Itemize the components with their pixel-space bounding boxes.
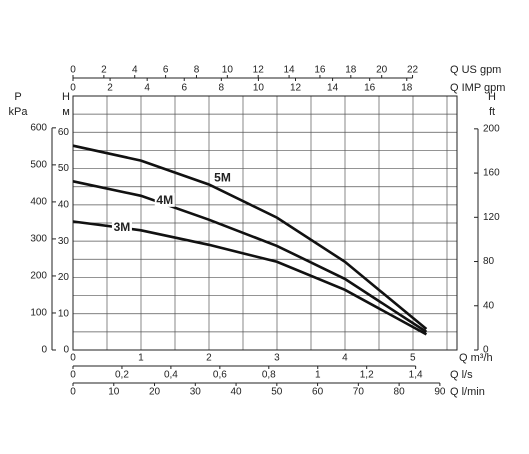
y-tick-label: 80 xyxy=(483,256,495,267)
x-tick-label: 0,2 xyxy=(115,370,129,381)
y-tick-label: 0 xyxy=(483,345,489,356)
y-tick-label: 400 xyxy=(30,197,47,208)
curve-label-bg xyxy=(111,219,132,234)
curve-label-bg xyxy=(212,170,233,185)
x-tick-label: 90 xyxy=(434,387,446,398)
plot-frame xyxy=(72,95,458,351)
axis-label: Q l/min xyxy=(450,386,485,398)
y-tick-label: 160 xyxy=(483,168,500,179)
y-tick-label: 200 xyxy=(483,123,500,134)
x-tick-label: 10 xyxy=(222,65,234,76)
x-tick-label: 18 xyxy=(345,65,357,76)
x-tick-label: 50 xyxy=(271,387,283,398)
x-tick-label: 0,6 xyxy=(213,370,227,381)
x-tick-label: 0 xyxy=(70,65,76,76)
x-axis-label: Q m³/h xyxy=(459,352,493,364)
y-tick-label: 120 xyxy=(483,212,500,223)
y-tick-label: 300 xyxy=(30,234,47,245)
pump-curve xyxy=(72,220,428,336)
curve-label: 3M xyxy=(114,220,131,234)
y-tick-label: 30 xyxy=(58,236,70,247)
x-tick-label: 10 xyxy=(108,387,120,398)
x-tick-label: 4 xyxy=(144,83,150,94)
x-tick-label: 18 xyxy=(401,83,413,94)
y-tick-label: 50 xyxy=(58,163,70,174)
x-tick-label: 1 xyxy=(315,370,321,381)
y-tick-label: 0 xyxy=(63,345,69,356)
x-tick-label: 14 xyxy=(284,65,296,76)
x-tick-label: 0,4 xyxy=(164,370,178,381)
x-tick-label: 80 xyxy=(394,387,406,398)
x-tick-label: 4 xyxy=(132,65,138,76)
x-tick-label: 5 xyxy=(410,353,416,364)
y-tick-label: 500 xyxy=(30,160,47,171)
axis-label: Q IMP gpm xyxy=(450,82,505,94)
x-tick-label: 12 xyxy=(290,83,302,94)
curve-label: 5M xyxy=(214,171,231,185)
x-tick-label: 2 xyxy=(206,353,212,364)
x-tick-label: 8 xyxy=(194,65,200,76)
y-tick-label: 10 xyxy=(58,308,70,319)
x-tick-label: 40 xyxy=(230,387,242,398)
x-tick-label: 16 xyxy=(314,65,326,76)
x-tick-label: 6 xyxy=(163,65,169,76)
x-tick-label: 30 xyxy=(190,387,202,398)
curve-label-bg xyxy=(154,192,175,207)
axis-label: kPa xyxy=(9,106,29,118)
axis-label: P xyxy=(14,91,21,103)
x-tick-label: 0,8 xyxy=(262,370,276,381)
axis-label: Q l/s xyxy=(450,369,473,381)
x-tick-label: 60 xyxy=(312,387,324,398)
axis-label: Q US gpm xyxy=(450,64,501,76)
x-tick-label: 10 xyxy=(253,83,265,94)
x-tick-label: 2 xyxy=(101,65,107,76)
y-tick-label: 40 xyxy=(483,300,495,311)
y-tick-label: 100 xyxy=(30,308,47,319)
axis-label: ft xyxy=(489,106,495,118)
x-tick-label: 0 xyxy=(70,387,76,398)
x-tick-label: 16 xyxy=(364,83,376,94)
x-tick-label: 2 xyxy=(107,83,113,94)
y-tick-label: 200 xyxy=(30,271,47,282)
x-tick-label: 0 xyxy=(70,83,76,94)
x-tick-label: 6 xyxy=(181,83,187,94)
pump-curve xyxy=(72,180,428,333)
x-tick-label: 12 xyxy=(253,65,265,76)
x-tick-label: 0 xyxy=(70,370,76,381)
x-tick-label: 4 xyxy=(342,353,348,364)
x-tick-label: 3 xyxy=(274,353,280,364)
y-tick-label: 60 xyxy=(58,127,70,138)
x-tick-label: 1,4 xyxy=(409,370,423,381)
y-tick-label: 600 xyxy=(30,122,47,133)
y-tick-label: 0 xyxy=(41,345,47,356)
y-axis-label: H xyxy=(62,91,70,103)
x-tick-label: 8 xyxy=(219,83,225,94)
x-tick-label: 20 xyxy=(149,387,161,398)
y-tick-label: 40 xyxy=(58,199,70,210)
x-tick-label: 22 xyxy=(407,65,419,76)
curve-label: 4M xyxy=(156,193,173,207)
x-tick-label: 1 xyxy=(138,353,144,364)
y-tick-label: 20 xyxy=(58,272,70,283)
y-axis-label: м xyxy=(62,106,70,118)
x-tick-label: 1,2 xyxy=(360,370,374,381)
x-tick-label: 0 xyxy=(70,353,76,364)
x-tick-label: 70 xyxy=(353,387,365,398)
x-tick-label: 14 xyxy=(327,83,339,94)
pump-curve xyxy=(72,144,428,331)
x-tick-label: 20 xyxy=(376,65,388,76)
axis-label: H xyxy=(488,91,496,103)
